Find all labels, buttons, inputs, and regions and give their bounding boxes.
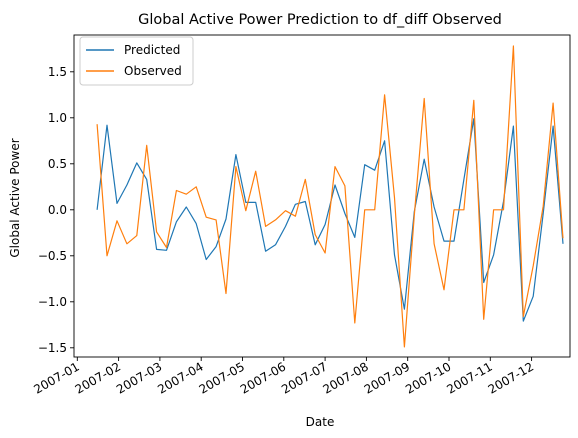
- x-tick-label: 2007-04: [155, 359, 205, 396]
- x-tick-label: 2007-08: [320, 359, 370, 396]
- legend-label-observed: Observed: [124, 64, 182, 78]
- y-tick-label: 1.0: [48, 111, 67, 125]
- y-axis-label: Global Active Power: [8, 138, 22, 257]
- legend: Predicted Observed: [79, 36, 194, 86]
- axes-frame: [73, 34, 571, 358]
- y-tick-label: −1.5: [38, 341, 67, 355]
- x-tick-label: 2007-06: [238, 359, 288, 396]
- x-tick-label: 2007-02: [73, 359, 123, 396]
- x-tick-label: 2007-01: [31, 359, 81, 396]
- x-tick-label: 2007-12: [486, 359, 536, 396]
- chart-title: Global Active Power Prediction to df_dif…: [138, 12, 502, 28]
- y-tick-label: 1.5: [48, 65, 67, 79]
- legend-box: [79, 36, 194, 86]
- y-tick-label: −0.5: [38, 249, 67, 263]
- y-tick-label: 0.0: [48, 203, 67, 217]
- x-tick-label: 2007-11: [444, 359, 494, 396]
- legend-label-predicted: Predicted: [124, 43, 180, 57]
- plot-area: −1.5−1.0−0.50.00.51.01.52007-012007-0220…: [31, 34, 571, 397]
- y-tick-label: −1.0: [38, 295, 67, 309]
- y-tick-label: 0.5: [48, 157, 67, 171]
- x-tick-label: 2007-03: [114, 359, 164, 396]
- x-tick-label: 2007-09: [362, 359, 412, 396]
- x-tick-label: 2007-05: [197, 359, 247, 396]
- x-tick-label: 2007-07: [279, 359, 329, 396]
- x-tick-label: 2007-10: [403, 359, 453, 396]
- series-line-observed: [96, 45, 564, 348]
- x-axis-label: Date: [306, 415, 335, 429]
